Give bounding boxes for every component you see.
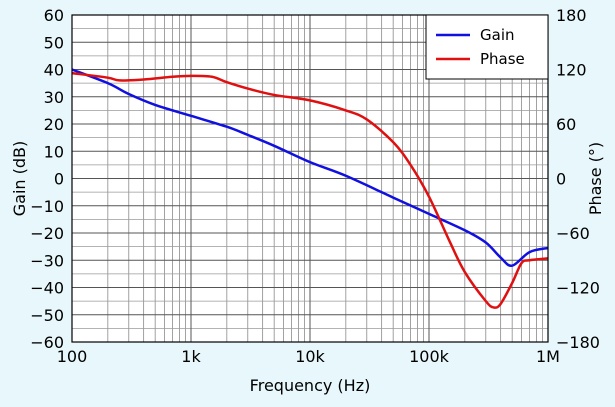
y-tick-label: 30 [44,88,64,107]
x-tick-labels: 100 1k 10k 100k 1M [57,347,560,366]
x-tick-label: 1M [536,347,560,366]
y-tick-label: 50 [44,33,64,52]
y-tick-labels: 60 50 40 30 20 10 0 −10 −20 −30 −40 −50 −60 [30,6,64,352]
series-line-phase [71,71,549,309]
y-tick-label: 20 [44,115,64,134]
y2-tick-label: −120 [556,279,600,298]
legend-label-gain: Gain [480,26,515,44]
series-layer [71,68,549,309]
y-tick-label: 10 [44,142,64,161]
y2-tick-label: −180 [556,333,600,352]
y-tick-label: −60 [30,333,64,352]
y2-tick-label: 120 [556,61,587,80]
y2-tick-label: −60 [556,224,590,243]
legend-box [425,14,549,80]
y-tick-label: 0 [54,170,64,189]
y2-tick-labels: 180 120 60 0 −60 −120 −180 [556,6,600,352]
y2-axis-label: Phase (°) [586,142,605,215]
y-axis-label: Gain (dB) [10,141,29,217]
y2-tick-label: 180 [556,6,587,25]
y-tick-label: −20 [30,224,64,243]
series-line-gain [71,68,549,268]
y-tick-label: 40 [44,61,64,80]
y-tick-label: −50 [30,306,64,325]
legend-label-phase: Phase [480,50,525,68]
y-tick-label: 60 [44,6,64,25]
y-tick-label: −40 [30,279,64,298]
y-tick-label: −10 [30,197,64,216]
legend: Gain Phase [425,14,549,80]
x-axis-label: Frequency (Hz) [250,376,371,395]
plot-frame [71,14,549,343]
x-tick-label: 1k [181,347,201,366]
y2-tick-label: 0 [556,170,566,189]
x-tick-label: 100k [409,347,450,366]
y-tick-label: −30 [30,251,64,270]
x-tick-label: 100 [57,347,88,366]
x-tick-label: 10k [295,347,325,366]
y2-tick-label: 60 [556,115,576,134]
